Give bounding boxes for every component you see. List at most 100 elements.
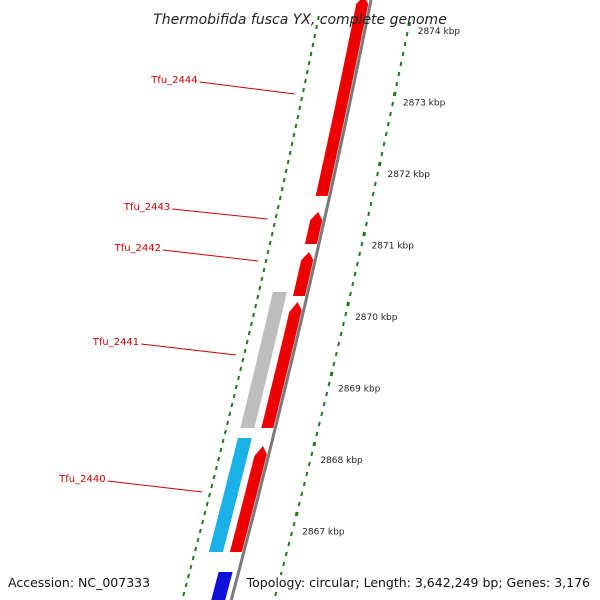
inner-tick [262,267,266,273]
inner-tick [196,537,200,543]
inner-tick [208,492,212,498]
gene-arrow [293,252,314,296]
gene-label-leader [199,81,295,95]
topology-text: Topology: circular; Length: 3,642,249 bp… [246,575,590,590]
gene-label: Tfu_2442 [114,243,161,254]
outer-tick [332,361,336,367]
backbone-arc [229,0,373,600]
inner-tick [292,132,296,138]
scale-tick-label: 2870 kbp [355,313,398,323]
outer-tick [344,311,348,317]
inner-tick [203,510,207,516]
gene-labels: Tfu_2444 Tfu_2443 Tfu_2442 Tfu_2441 Tfu_2440 [58,75,295,493]
inner-tick [258,285,262,291]
scale-labels: 2874 kbp 2873 kbp 2872 kbp 2871 kbp 2870 kbp… [302,27,460,538]
outer-tick [403,41,407,47]
inner-tick [234,384,238,390]
gene-label: Tfu_2444 [150,75,197,86]
outer-tick [365,221,368,227]
scale-tick-label: 2874 kbp [418,27,461,37]
outer-tick [373,181,377,187]
inner-tick [228,411,232,417]
gene-label-leader [107,480,203,493]
inner-tick-track [182,15,320,597]
outer-tick [294,511,299,517]
inner-tick [307,60,311,66]
inner-tick [302,87,305,93]
outer-tick [302,481,306,487]
inner-tick [182,591,186,597]
outer-tick [353,271,357,277]
outer-tick [282,561,286,567]
outer-tick [320,411,324,417]
inner-tick [278,195,282,201]
gene-arrow [315,0,369,196]
inner-tick [268,240,272,246]
inner-tick [187,573,191,579]
outer-tick [327,381,331,387]
inner-tick [219,447,223,453]
outer-tick [290,531,294,537]
inner-tick [214,465,218,471]
inner-tick [315,24,318,30]
outer-tick [376,171,379,177]
inner-tick [280,186,284,192]
inner-tick [313,33,317,39]
inner-tick [309,51,313,57]
outer-tick [391,101,395,107]
outer-tick [305,471,309,477]
inner-tick [304,78,307,84]
inner-tick [300,96,304,102]
inner-tick [198,528,202,534]
feature-grey-block [240,292,287,428]
outer-tick [397,71,401,77]
outer-tick [312,441,317,447]
outer-tick [349,291,352,297]
inner-tick [260,276,264,282]
inner-tick [254,303,258,309]
inner-tick [226,420,230,426]
inner-tick [194,546,198,552]
inner-tick [201,519,205,525]
outer-tick [382,141,386,147]
inner-tick [298,105,302,111]
outer-tick [307,461,311,467]
feature-blue-block [211,572,233,600]
inner-tick [230,402,234,408]
outer-tick [384,131,388,137]
feature-track [208,292,287,600]
outer-tick [360,241,364,247]
inner-tick [249,321,253,327]
map-title: Thermobifida fusca YX, complete genome [153,12,447,28]
inner-tick [223,429,227,435]
gene-label: Tfu_2440 [58,474,105,485]
inner-tick [266,249,270,255]
outer-tick [300,491,304,497]
gene-track [229,0,369,552]
inner-tick [311,42,315,48]
outer-tick [401,51,405,57]
inner-tick [288,150,292,156]
scale-tick-label: 2869 kbp [338,385,381,395]
outer-tick [362,231,367,237]
outer-tick [386,121,390,127]
outer-tick [334,351,338,357]
inner-tick [212,474,216,480]
outer-tick [274,591,278,597]
feature-cyan-block [208,438,252,552]
inner-tick [274,213,278,219]
outer-tick [377,161,382,167]
gene-arrow [261,302,302,428]
inner-tick [221,438,225,444]
outer-tick [337,341,341,347]
outer-tick [395,81,399,87]
gene-label: Tfu_2441 [92,337,139,348]
inner-tick [316,15,320,21]
inner-tick [272,222,276,228]
outer-tick [284,551,288,557]
outer-tick [358,251,362,257]
outer-tick [315,431,319,437]
outer-tick [351,281,355,287]
outer-tick [292,521,296,527]
